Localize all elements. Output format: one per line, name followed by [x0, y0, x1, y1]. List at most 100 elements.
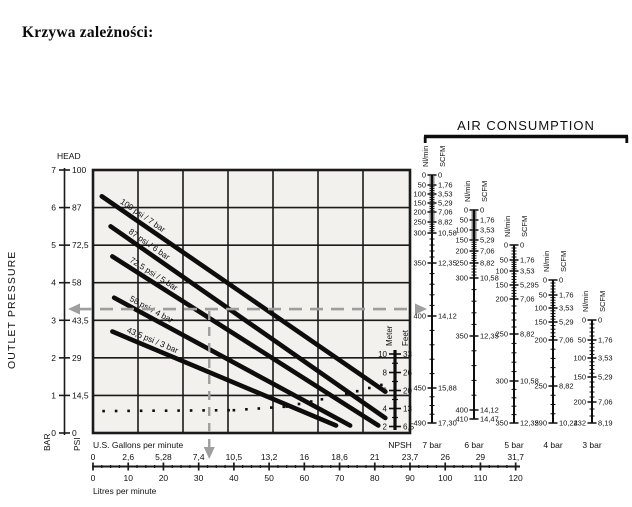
litres-tick-label: 80	[370, 473, 380, 483]
npsh-label: NPSH	[388, 440, 412, 450]
guide-arrowhead-down	[203, 447, 215, 459]
npsh-dot	[270, 406, 273, 409]
air-scfm-unit-label: SCFM	[480, 181, 489, 202]
npsh-dot	[309, 400, 313, 403]
litres-tick-label: 40	[229, 473, 239, 483]
air-nl-value: 200	[534, 336, 547, 345]
air-scale-4-bar: 0 0 50 1,76 100 3,53 150 5,29 200 7,06 250 8,82 290 1…	[534, 251, 577, 450]
psi-tick-label: 0	[72, 428, 77, 438]
npsh-dot	[227, 408, 230, 412]
pressure-curve	[110, 329, 339, 428]
air-nl-value: 150	[495, 281, 508, 290]
air-scale-pressure-label: 4 bar	[543, 440, 563, 450]
gallons-tick-label: 10,5	[226, 452, 243, 462]
air-nl-value: 300	[495, 377, 508, 386]
page-title: Krzywa zależności:	[22, 24, 154, 41]
air-nl-value: 490	[413, 419, 426, 428]
air-nl-value: 250	[534, 382, 547, 391]
air-nl-value: 0	[422, 171, 426, 180]
air-scale-pressure-label: 5 bar	[504, 440, 524, 450]
air-scfm-value: 0	[520, 241, 524, 250]
air-scfm-value: 7,06	[598, 398, 613, 407]
litres-tick-label: 50	[264, 473, 274, 483]
npsh-meter-label: 10	[378, 350, 387, 359]
litres-tick-label: 120	[509, 473, 523, 483]
litres-tick-label: 20	[159, 473, 169, 483]
air-nl-value: 0	[543, 276, 547, 285]
air-scfm-value: 0	[598, 316, 602, 325]
npsh-dot	[355, 389, 359, 393]
air-scfm-value: 14,12	[438, 312, 457, 321]
pressure-curve	[108, 224, 388, 421]
gallons-tick-label: 2,6	[122, 452, 134, 462]
air-nl-value: 0	[582, 316, 586, 325]
npsh-dot	[282, 405, 286, 409]
air-scfm-value: 17,30	[438, 419, 457, 428]
bar-tick-label: 5	[51, 240, 56, 250]
npsh-dot	[257, 407, 261, 410]
litres-tick-label: 100	[438, 473, 452, 483]
outlet-pressure-label: OUTLET PRESSURE	[6, 251, 18, 369]
npsh-dot	[202, 409, 205, 412]
air-scfm-value: 1,76	[480, 216, 495, 225]
air-scfm-value: 0	[480, 206, 484, 215]
air-nl-value: 0	[504, 241, 508, 250]
bar-tick-label: 2	[51, 353, 56, 363]
gallons-tick-label: 26	[440, 452, 450, 462]
air-scfm-value: 3,53	[480, 226, 495, 235]
air-scfm-value: 8,82	[520, 330, 535, 339]
air-scfm-value: 10,58	[520, 377, 539, 386]
psi-tick-label: 87	[72, 203, 82, 213]
bar-tick-label: 0	[51, 428, 56, 438]
air-nl-value: 400	[455, 406, 468, 415]
air-nl-value: 100	[573, 354, 586, 363]
gallons-tick-label: 7,4	[193, 452, 205, 462]
air-nl-value: 350	[455, 332, 468, 341]
npsh-feet-label: 6,5	[403, 423, 415, 432]
bar-tick-label: 1	[51, 390, 56, 400]
air-nl-value: 100	[495, 267, 508, 276]
psi-tick-label: 100	[72, 165, 86, 175]
litres-tick-label: 30	[194, 473, 204, 483]
psi-tick-label: 43,5	[72, 315, 89, 325]
air-nl-value: 100	[534, 304, 547, 313]
npsh-dot	[380, 383, 383, 387]
litres-tick-label: 70	[335, 473, 345, 483]
litres-tick-label: 60	[300, 473, 310, 483]
air-nl-value: 200	[455, 247, 468, 256]
litres-tick-label: 110	[474, 473, 488, 483]
air-scale-pressure-label: 6 bar	[464, 440, 484, 450]
air-nl-unit-label: Nl/min	[581, 291, 590, 312]
air-nl-value: 150	[534, 318, 547, 327]
litres-axis-label: Litres per minute	[93, 486, 157, 496]
gallons-tick-label: 16	[300, 452, 310, 462]
air-nl-value: 50	[418, 181, 426, 190]
air-scfm-value: 12,35	[520, 419, 539, 428]
air-nl-value: 50	[578, 336, 586, 345]
air-nl-value: 100	[413, 190, 426, 199]
air-nl-value: 150	[455, 236, 468, 245]
air-scfm-value: 7,06	[480, 247, 495, 256]
npsh-meter-label: 2	[383, 423, 388, 432]
npsh-dot	[164, 409, 168, 412]
x-axis: U.S. Gallons per minute Litres per minute…	[91, 440, 525, 496]
bar-tick-label: 6	[51, 203, 56, 213]
air-scfm-value: 14,12	[480, 406, 499, 415]
air-scfm-value: 12,35	[438, 259, 457, 268]
npsh-dot	[297, 402, 301, 406]
air-nl-value: 250	[455, 259, 468, 268]
air-scfm-value: 1,76	[438, 181, 453, 190]
air-scfm-unit-label: SCFM	[438, 146, 447, 167]
pressure-curve	[99, 194, 388, 394]
npsh-dot	[127, 409, 130, 413]
litres-tick-label: 0	[91, 473, 96, 483]
bar-tick-label: 3	[51, 315, 56, 325]
npsh-dot	[102, 409, 105, 413]
air-scfm-value: 5,29	[598, 373, 613, 382]
bar-unit-label: BAR	[42, 434, 52, 451]
gallons-tick-label: 13,2	[261, 452, 278, 462]
